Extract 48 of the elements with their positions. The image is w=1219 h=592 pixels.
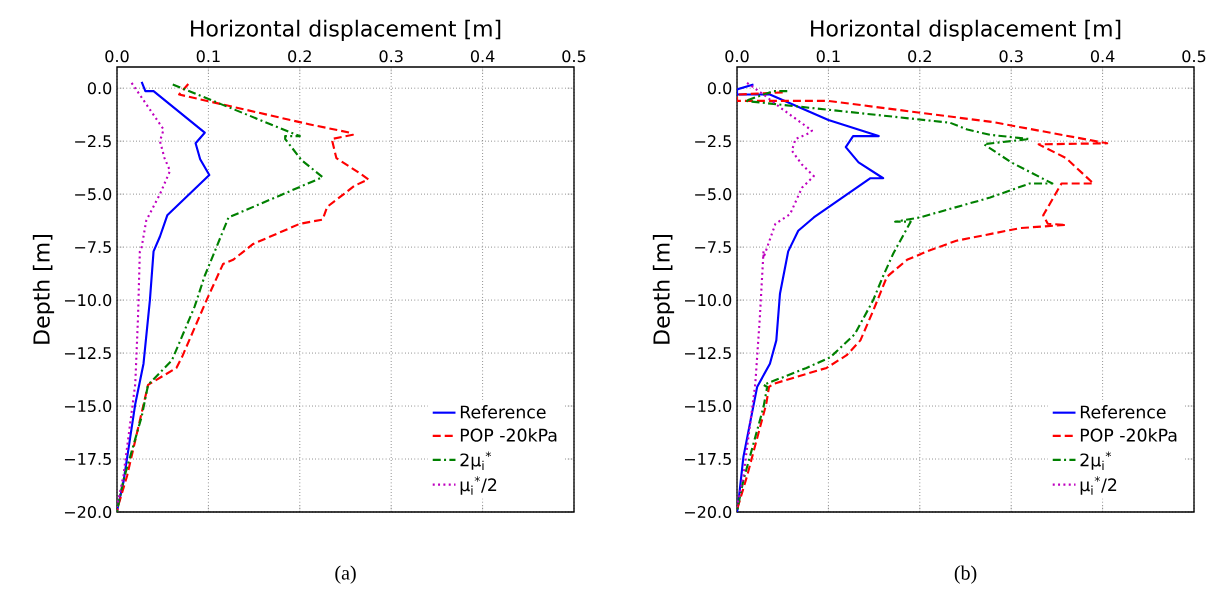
x-axis-title: Horizontal displacement [m] bbox=[191, 19, 501, 42]
legend-label: Reference bbox=[460, 405, 546, 419]
y-axis-title: Depth [m] bbox=[32, 235, 55, 344]
line-series bbox=[117, 82, 370, 512]
y-tick-label: −2.5 bbox=[695, 135, 731, 148]
x-tick-label: 0.3 bbox=[379, 50, 403, 63]
legend-label: 2μ$_{i}$* bbox=[1080, 451, 1112, 470]
y-tick-label: −17.5 bbox=[64, 453, 111, 465]
y-tick-label: −12.5 bbox=[64, 347, 111, 360]
x-tick-label: 0.4 bbox=[1090, 50, 1115, 63]
x-tick-label: 0.1 bbox=[196, 50, 220, 63]
y-tick-label: −5.0 bbox=[695, 188, 732, 201]
y-tick-label: 0.0 bbox=[87, 82, 112, 95]
line-series bbox=[117, 81, 172, 508]
x-tick-label: 0.0 bbox=[725, 50, 749, 63]
x-tick-label: 0.4 bbox=[470, 50, 495, 63]
legend-label: μ$_{i}$$^{*}$/2 bbox=[1080, 476, 1117, 495]
text: (b) bbox=[954, 565, 977, 584]
y-tick-label: −2.5 bbox=[75, 135, 111, 148]
x-tick-label: 0.3 bbox=[999, 50, 1023, 63]
y-tick-label: −5.0 bbox=[75, 188, 112, 201]
text: (a) bbox=[335, 565, 356, 584]
x-axis-title: Horizontal displacement [m] bbox=[811, 19, 1121, 42]
y-tick-label: −15.0 bbox=[684, 399, 732, 413]
legend-label: POP -20kPa bbox=[1080, 428, 1177, 442]
y-axis-title: Depth [m] bbox=[652, 235, 675, 344]
y-tick-label: −20.0 bbox=[684, 505, 732, 519]
legend-label: POP -20kPa bbox=[460, 428, 557, 442]
legend-label: Reference bbox=[1080, 405, 1166, 419]
y-tick-label: −7.5 bbox=[695, 241, 731, 254]
legend-label: μ$_{i}$$^{*}$/2 bbox=[460, 476, 497, 495]
x-tick-label: 0.0 bbox=[105, 50, 129, 63]
x-tick-label: 0.2 bbox=[908, 50, 931, 63]
line-series bbox=[117, 80, 211, 512]
y-tick-label: −10.0 bbox=[684, 294, 732, 307]
x-tick-label: 0.5 bbox=[1182, 50, 1206, 63]
y-tick-label: −12.5 bbox=[684, 347, 731, 360]
y-tick-label: −7.5 bbox=[75, 241, 111, 254]
y-tick-label: −20.0 bbox=[64, 505, 112, 519]
legend-label: 2μ$_{i}$* bbox=[460, 451, 492, 470]
x-tick-label: 0.5 bbox=[562, 50, 586, 63]
line-series bbox=[117, 83, 324, 512]
y-tick-label: −17.5 bbox=[684, 453, 731, 465]
y-tick-label: −15.0 bbox=[64, 399, 112, 413]
x-tick-label: 0.1 bbox=[816, 50, 840, 63]
y-tick-label: −10.0 bbox=[64, 294, 112, 307]
x-tick-label: 0.2 bbox=[288, 50, 311, 63]
y-tick-label: 0.0 bbox=[707, 82, 732, 95]
